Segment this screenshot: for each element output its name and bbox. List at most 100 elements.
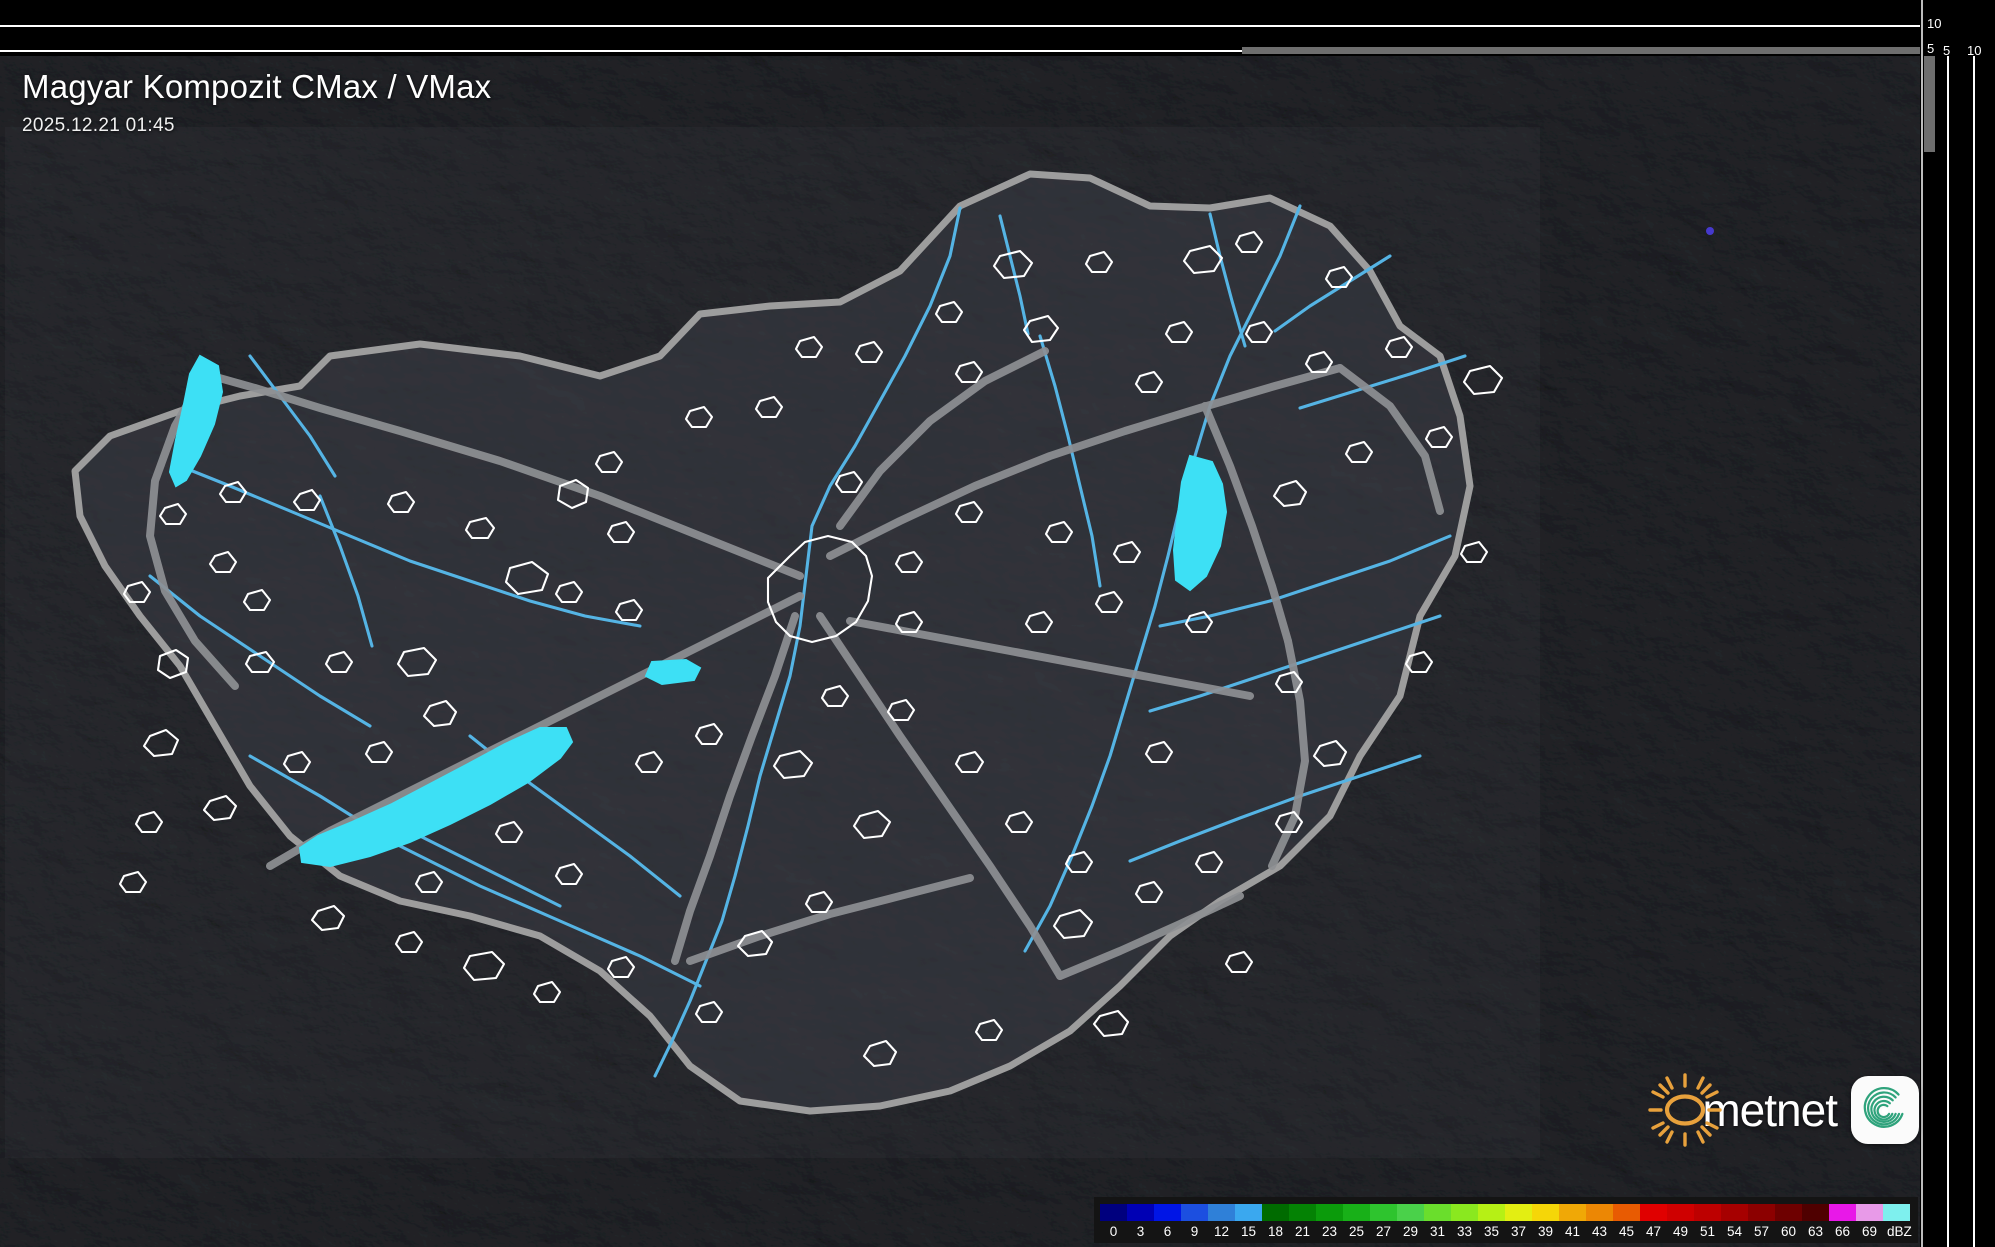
color-swatch-7 (1289, 1204, 1316, 1221)
settlement-outlines (118, 230, 1504, 1068)
radar-echo-speck (1706, 227, 1714, 235)
color-swatch-25 (1775, 1204, 1802, 1221)
dbz-color-scale: 0 3 6 9 12 15 18 21 23 25 27 29 31 33 35 37 39 41 43 45 47 49… (1094, 1197, 1918, 1243)
chart-axis-vline-1 (1921, 0, 1923, 1247)
color-swatch-11 (1397, 1204, 1424, 1221)
color-tick-35: 35 (1483, 1224, 1500, 1239)
chart-axis-vline-3 (1973, 56, 1975, 1247)
color-tick-39: 39 (1537, 1224, 1554, 1239)
color-swatch-26 (1802, 1204, 1829, 1221)
road-tisza-east (1336, 364, 1444, 515)
road-m4 (846, 617, 1254, 700)
lake-balaton (298, 727, 574, 868)
color-swatch-21 (1667, 1204, 1694, 1221)
color-swatch-1 (1127, 1204, 1154, 1221)
river-hernad (1208, 212, 1247, 348)
chart-x-tick-10: 10 (1967, 43, 1982, 58)
river-marcal (318, 494, 374, 648)
spiral-app-icon[interactable] (1851, 1076, 1919, 1144)
page-side-bar[interactable] (1924, 56, 1935, 152)
color-tick-18: 18 (1267, 1224, 1284, 1239)
river-bodrog (1273, 254, 1392, 333)
river-raba (178, 464, 642, 628)
color-swatch-20 (1640, 1204, 1667, 1221)
color-tick-45: 45 (1618, 1224, 1635, 1239)
color-tick-27: 27 (1375, 1224, 1392, 1239)
color-swatch-16 (1532, 1204, 1559, 1221)
color-tick-21: 21 (1294, 1224, 1311, 1239)
color-swatch-3 (1181, 1204, 1208, 1221)
color-tick-54: 54 (1726, 1224, 1743, 1239)
color-tick-57: 57 (1753, 1224, 1770, 1239)
color-tick-37: 37 (1510, 1224, 1527, 1239)
radar-map[interactable] (0, 56, 1920, 1247)
color-swatch-4 (1208, 1204, 1235, 1221)
chart-axis-vline-2 (1947, 56, 1949, 1247)
color-tick-3: 3 (1136, 1224, 1145, 1239)
river-zala (148, 574, 372, 728)
river-szamos (1298, 354, 1467, 410)
lake-tisza (1172, 454, 1228, 592)
color-swatch-2 (1154, 1204, 1181, 1221)
page-rule-bottom (0, 50, 1920, 52)
road-m5 (816, 612, 1064, 980)
color-tick-60: 60 (1780, 1224, 1797, 1239)
color-tick-63: 63 (1807, 1224, 1824, 1239)
color-swatch-24 (1748, 1204, 1775, 1221)
page-progress-bar[interactable] (1242, 47, 1920, 54)
color-tick-47: 47 (1645, 1224, 1662, 1239)
sun-icon (1648, 1073, 1723, 1147)
color-tick-25: 25 (1348, 1224, 1365, 1239)
color-tick-29: 29 (1402, 1224, 1419, 1239)
color-tick-69: 69 (1861, 1224, 1878, 1239)
chart-y-tick-10: 10 (1927, 16, 1942, 31)
color-swatch-8 (1316, 1204, 1343, 1221)
color-tick-33: 33 (1456, 1224, 1473, 1239)
river-rabca (248, 354, 337, 478)
road-north (836, 347, 1049, 530)
color-swatch-row (1100, 1204, 1912, 1221)
road-network (146, 347, 1444, 980)
city-budapest (766, 534, 874, 644)
color-swatch-15 (1505, 1204, 1532, 1221)
color-tick-row: 0 3 6 9 12 15 18 21 23 25 27 29 31 33 35 37 39 41 43 45 47 49… (1100, 1224, 1912, 1239)
color-swatch-9 (1343, 1204, 1370, 1221)
river-drava (248, 754, 702, 988)
road-m6 (671, 612, 799, 965)
color-swatch-18 (1586, 1204, 1613, 1221)
road-m43 (1056, 892, 1244, 980)
lake-velence (644, 658, 702, 686)
color-tick-31: 31 (1429, 1224, 1446, 1239)
color-swatch-5 (1235, 1204, 1262, 1221)
color-tick-9: 9 (1190, 1224, 1199, 1239)
color-swatch-17 (1559, 1204, 1586, 1221)
metnet-logo[interactable]: metnet (1648, 1073, 1919, 1147)
lake-ferto (168, 354, 224, 488)
road-m3 (826, 364, 1344, 560)
color-tick-51: 51 (1699, 1224, 1716, 1239)
color-swatch-19 (1613, 1204, 1640, 1221)
river-network (148, 204, 1467, 1078)
color-tick-0: 0 (1109, 1224, 1118, 1239)
road-m1 (201, 370, 804, 580)
lakes (168, 354, 1228, 868)
color-swatch-29 (1883, 1204, 1910, 1221)
color-swatch-10 (1370, 1204, 1397, 1221)
road-m8 (686, 874, 974, 965)
color-tick-6: 6 (1163, 1224, 1172, 1239)
metnet-wordmark: metnet (1702, 1084, 1838, 1136)
color-tick-66: 66 (1834, 1224, 1851, 1239)
page-rule-top (0, 25, 1920, 27)
color-swatch-0 (1100, 1204, 1127, 1221)
color-swatch-13 (1451, 1204, 1478, 1221)
color-tick-23: 23 (1321, 1224, 1338, 1239)
river-maros (1128, 754, 1422, 863)
color-swatch-27 (1829, 1204, 1856, 1221)
color-tick-49: 49 (1672, 1224, 1689, 1239)
national-border (71, 170, 1474, 1115)
hungary-landmass (75, 174, 1470, 1111)
chart-y-tick-5: 5 (1927, 41, 1935, 56)
color-tick-41: 41 (1564, 1224, 1581, 1239)
road-west-ring (146, 370, 239, 690)
